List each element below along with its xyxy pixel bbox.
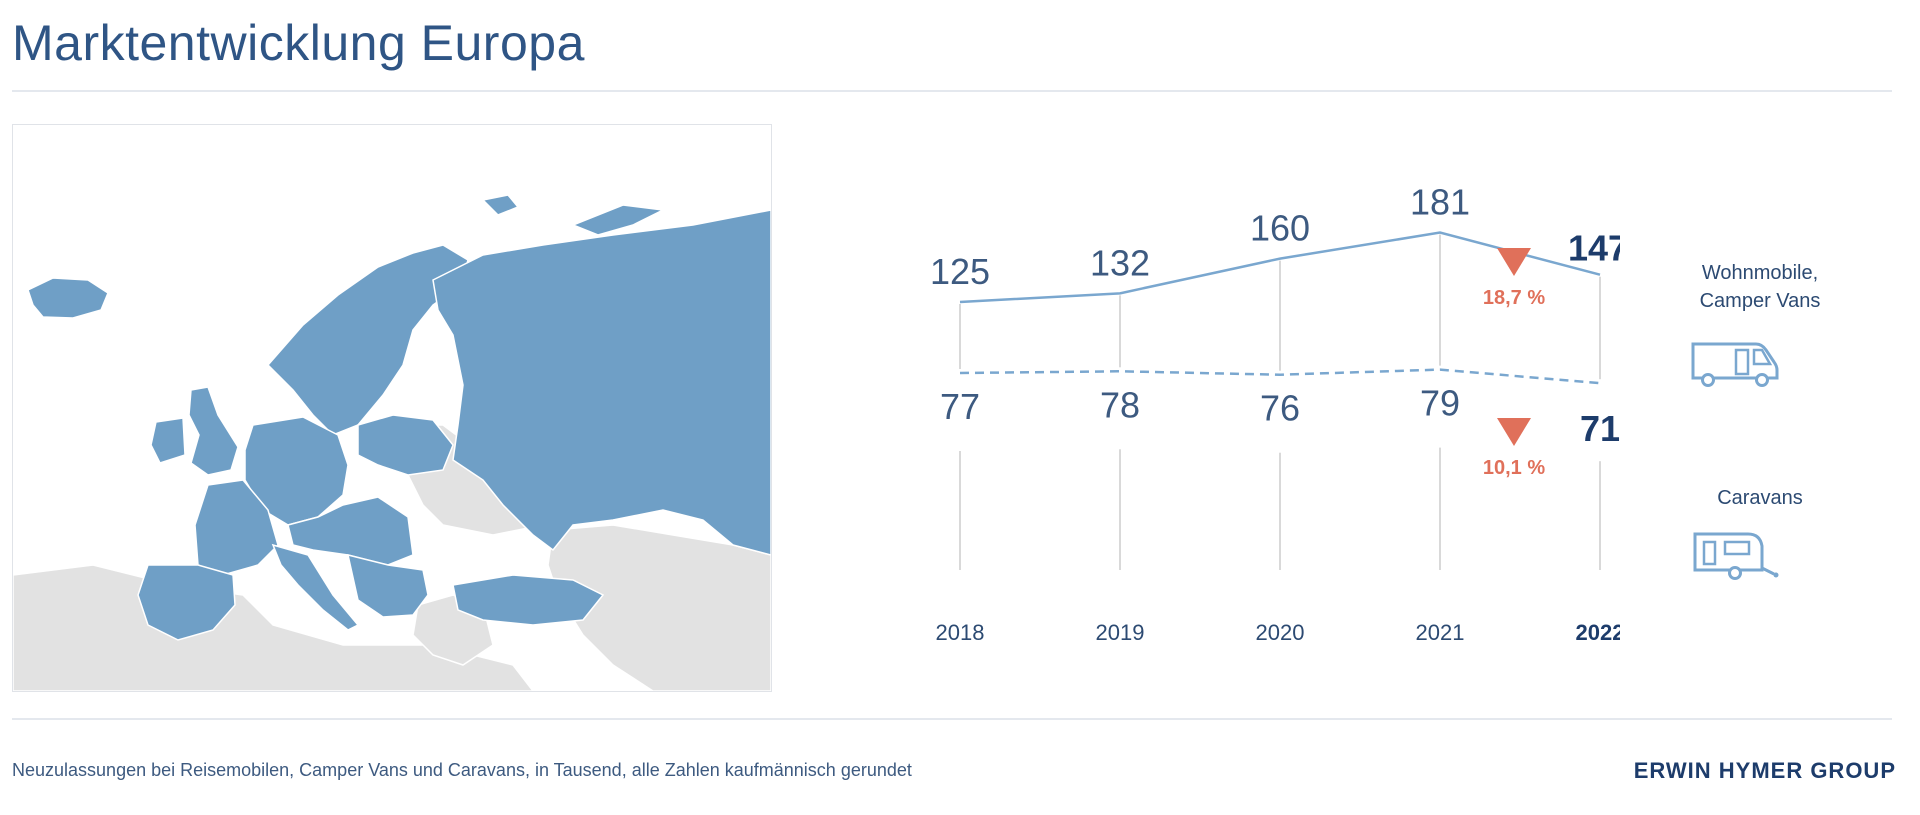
x-tick-label: 2020 (1256, 620, 1305, 645)
series-line-caravans (959, 368, 1601, 385)
page-title: Marktentwicklung Europa (12, 15, 585, 71)
data-label-wohnmobile: 147 (1568, 228, 1620, 269)
legend-caravans: Caravans (1717, 487, 1803, 509)
decline-annotation-wohnmobile: 18,7 % (1483, 248, 1545, 309)
footer-divider (12, 718, 1892, 720)
x-axis-ticks: 2018 2019 2020 2021 2022 (936, 620, 1620, 645)
data-label-wohnmobile: 132 (1090, 242, 1150, 283)
down-triangle-icon (1497, 248, 1531, 276)
motorhome-icon (1691, 342, 1779, 387)
x-tick-label: 2021 (1416, 620, 1465, 645)
legend-wohnmobile-line2: Camper Vans (1699, 290, 1821, 312)
chart-gridlines (959, 234, 1601, 570)
series-labels-wohnmobile: 125 132 160 181 147 (930, 182, 1620, 292)
decline-value-wohnmobile: 18,7 % (1483, 287, 1545, 309)
legend-wohnmobile-line1: Wohnmobile, (1701, 262, 1819, 284)
decline-annotation-caravans: 10,1 % (1483, 418, 1545, 479)
x-tick-label: 2019 (1096, 620, 1145, 645)
down-triangle-icon (1497, 418, 1531, 446)
data-label-caravans: 79 (1420, 383, 1460, 424)
x-tick-label: 2022 (1576, 620, 1620, 645)
series-labels-caravans: 77 78 76 79 71 (940, 383, 1620, 450)
decline-value-caravans: 10,1 % (1483, 457, 1545, 479)
footnote: Neuzulassungen bei Reisemobilen, Camper … (12, 760, 912, 780)
legend-wohnmobile: Wohnmobile, Camper Vans (1640, 259, 1880, 315)
series-line-wohnmobile (959, 231, 1601, 304)
x-tick-label: 2018 (936, 620, 985, 645)
data-label-caravans: 71 (1580, 408, 1620, 449)
data-label-caravans: 78 (1100, 384, 1140, 425)
caravan-icon (1693, 532, 1779, 580)
data-label-wohnmobile: 125 (930, 251, 990, 292)
data-label-wohnmobile: 160 (1250, 208, 1310, 249)
europe-map (12, 124, 772, 692)
data-label-caravans: 76 (1260, 388, 1300, 429)
header-divider (12, 90, 1892, 92)
data-label-wohnmobile: 181 (1410, 182, 1470, 223)
brand-logo-text: ERWIN HYMER GROUP (1633, 758, 1896, 783)
data-label-caravans: 77 (940, 386, 980, 427)
europe-map-graphic (13, 125, 771, 691)
